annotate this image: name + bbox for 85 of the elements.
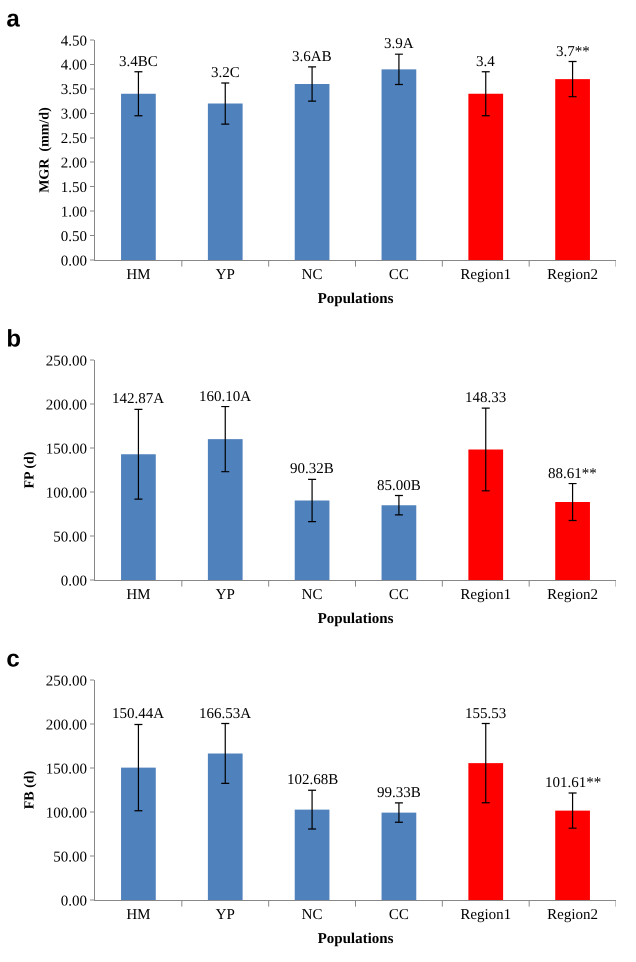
chart-title: a xyxy=(6,5,20,32)
data-label: 102.68B xyxy=(287,772,338,788)
data-label: 3.6AB xyxy=(292,49,332,65)
x-tick-label: Region1 xyxy=(460,907,512,923)
data-label: 155.53 xyxy=(465,706,506,722)
data-label: 90.32B xyxy=(290,461,334,477)
data-label: 85.00B xyxy=(377,478,421,494)
x-tick-label: CC xyxy=(388,907,409,923)
x-tick-label: Region1 xyxy=(460,267,512,283)
bar xyxy=(382,69,416,260)
y-tick-label: 2.00 xyxy=(60,155,87,172)
y-axis-title: MGR (mm/d) xyxy=(37,106,52,193)
y-tick-label: 100.00 xyxy=(46,805,87,822)
data-label: 3.4 xyxy=(476,54,496,70)
bar xyxy=(208,104,243,260)
y-tick-label: 2.50 xyxy=(60,131,87,148)
data-label: 142.87A xyxy=(112,391,164,407)
x-tick-label: HM xyxy=(126,587,151,603)
y-tick-label: 100.00 xyxy=(46,485,87,502)
x-tick-label: NC xyxy=(302,267,322,283)
data-label: 150.44A xyxy=(112,706,164,722)
x-tick-label: Region1 xyxy=(460,587,512,603)
bar xyxy=(208,753,243,900)
x-tick-label: Region2 xyxy=(547,267,598,283)
bar xyxy=(382,812,416,900)
x-axis-title: Populations xyxy=(318,611,394,627)
bar xyxy=(555,502,590,580)
x-tick-label: CC xyxy=(388,587,409,603)
y-tick-label: 50.00 xyxy=(53,529,87,546)
data-label: 3.9A xyxy=(384,36,414,52)
y-tick-label: 0.00 xyxy=(60,893,87,910)
y-tick-label: 1.00 xyxy=(60,204,87,220)
bar xyxy=(121,454,156,580)
y-tick-label: 0.50 xyxy=(60,228,87,245)
x-axis-title: Populations xyxy=(318,931,394,947)
bar xyxy=(468,94,504,260)
bar xyxy=(382,505,416,580)
bar xyxy=(468,763,504,900)
bar xyxy=(294,84,330,260)
x-tick-label: Region2 xyxy=(547,907,598,923)
data-label: 3.4BC xyxy=(119,54,158,70)
x-tick-label: NC xyxy=(302,587,322,603)
x-tick-label: Region2 xyxy=(547,587,598,603)
data-label: 3.7** xyxy=(556,44,590,60)
bar xyxy=(468,449,504,580)
bar xyxy=(294,500,330,580)
y-tick-label: 250.00 xyxy=(46,353,87,370)
x-tick-label: YP xyxy=(216,907,235,923)
bar xyxy=(294,810,330,900)
y-tick-label: 150.00 xyxy=(46,441,87,458)
data-label: 3.2C xyxy=(211,65,240,81)
y-tick-label: 3.00 xyxy=(60,106,87,123)
data-label: 160.10A xyxy=(199,389,252,405)
x-tick-label: HM xyxy=(126,907,151,923)
x-tick-label: YP xyxy=(216,587,235,603)
chart-title: c xyxy=(6,645,20,672)
y-tick-label: 200.00 xyxy=(46,717,87,734)
x-axis-title: Populations xyxy=(318,291,394,307)
y-axis-title: FP (d) xyxy=(22,451,38,488)
bar xyxy=(208,439,243,580)
bar xyxy=(121,768,156,900)
y-tick-label: 150.00 xyxy=(46,761,87,778)
x-tick-label: NC xyxy=(302,907,322,923)
y-tick-label: 0.00 xyxy=(60,253,87,270)
y-tick-label: 4.00 xyxy=(60,58,87,74)
bar xyxy=(555,79,590,260)
bar xyxy=(555,810,590,900)
x-tick-label: HM xyxy=(126,267,151,283)
bar xyxy=(121,94,156,260)
x-tick-label: YP xyxy=(216,267,235,283)
y-tick-label: 0.00 xyxy=(60,573,87,590)
y-tick-label: 1.50 xyxy=(60,180,87,196)
data-label: 88.61** xyxy=(548,466,597,482)
y-tick-label: 4.50 xyxy=(60,33,87,50)
data-label: 148.33 xyxy=(465,390,506,406)
y-tick-label: 3.50 xyxy=(60,82,87,98)
data-label: 166.53A xyxy=(199,706,252,722)
chart-title: b xyxy=(6,325,22,352)
data-label: 101.61** xyxy=(545,775,602,791)
y-axis-title: FB (d) xyxy=(22,770,38,810)
y-tick-label: 250.00 xyxy=(46,673,87,690)
y-tick-label: 200.00 xyxy=(46,397,87,414)
data-label: 99.33B xyxy=(377,785,421,801)
x-tick-label: CC xyxy=(388,267,409,283)
y-tick-label: 50.00 xyxy=(53,849,87,866)
